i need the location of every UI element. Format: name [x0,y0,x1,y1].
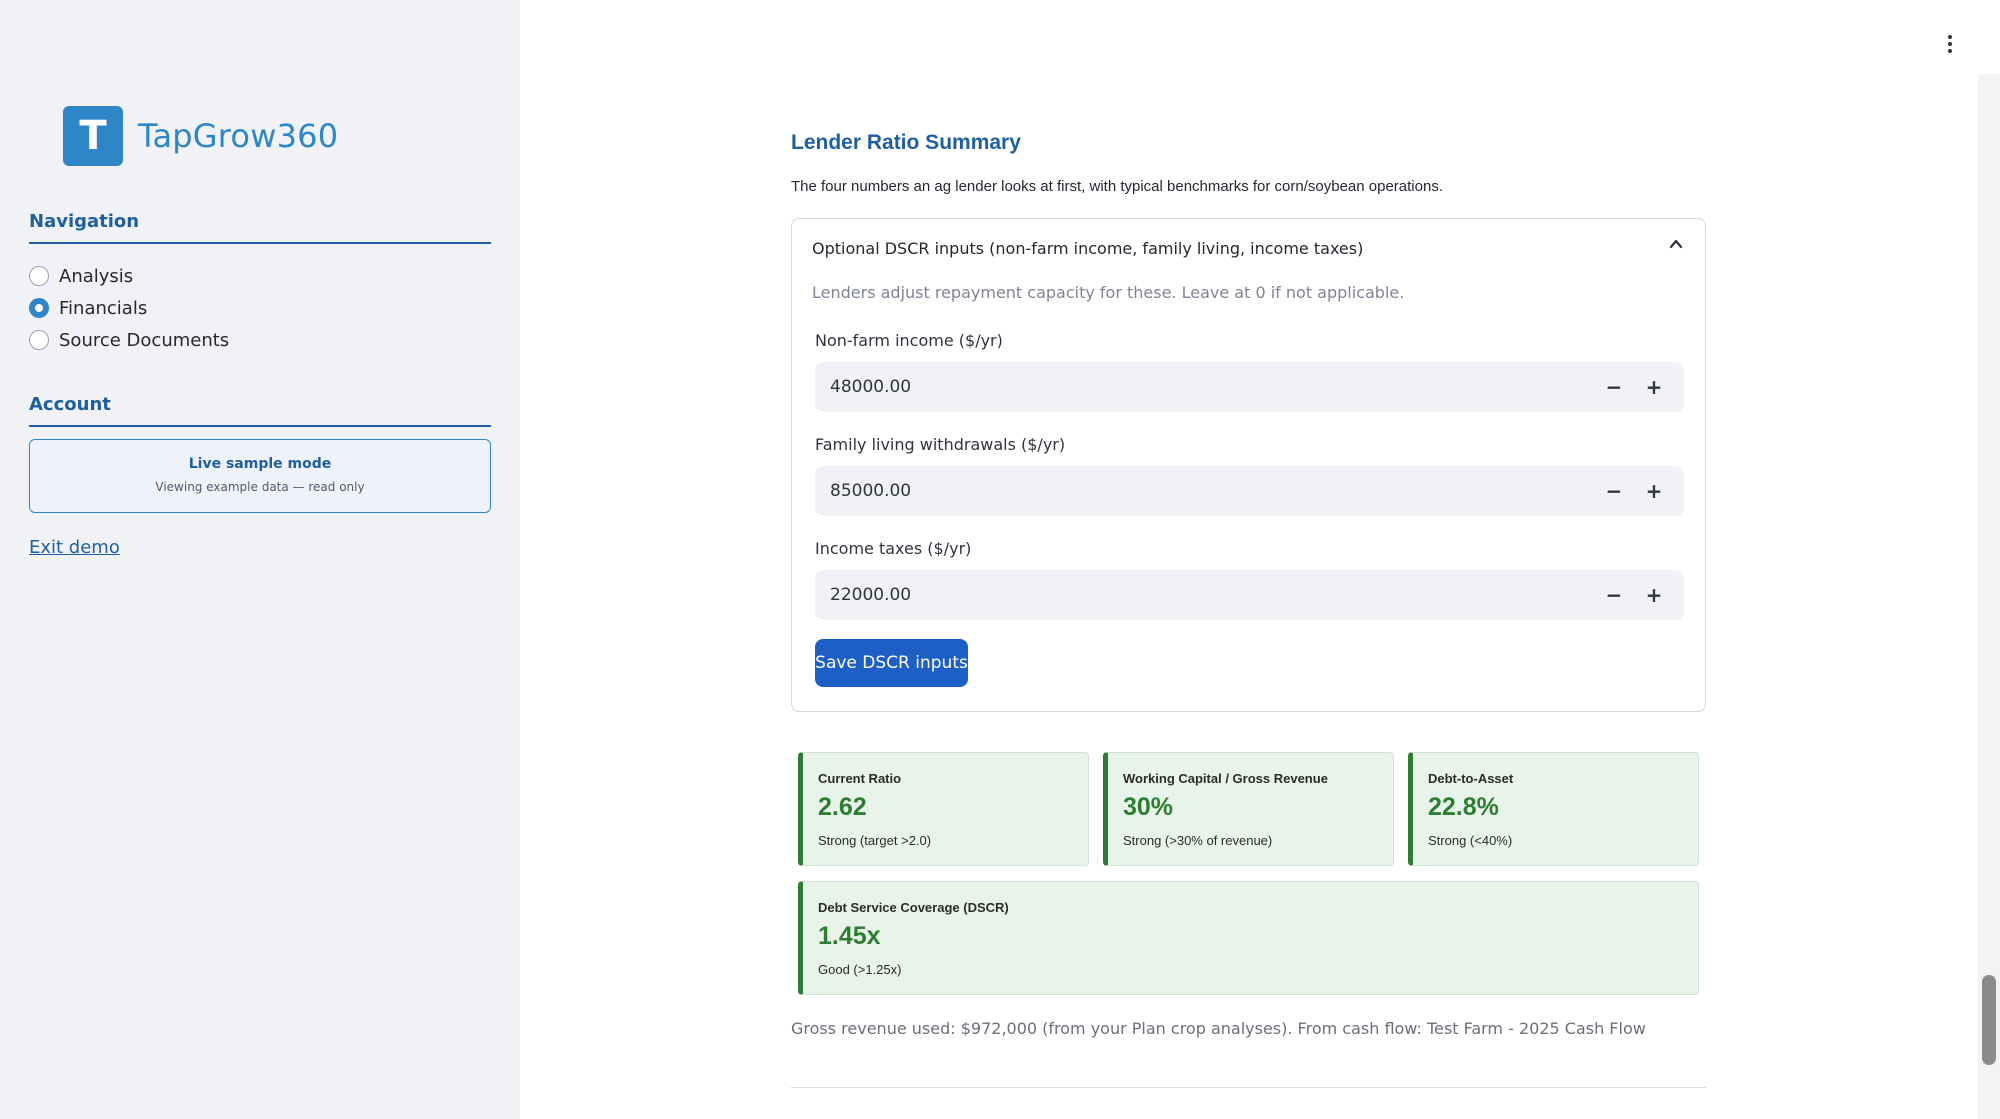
demo-mode-subtitle: Viewing example data — read only [155,480,365,494]
plus-icon[interactable]: + [1645,375,1663,399]
card-title: Current Ratio [818,771,902,786]
nav-item-label: Source Documents [59,329,230,351]
plus-icon[interactable]: + [1645,479,1663,503]
card-value: 1.45x [818,922,881,950]
demo-mode-title: Live sample mode [188,456,332,472]
nav-item-financials[interactable]: Financials [29,292,229,324]
income-taxes-input: − + [815,570,1684,620]
section-description: The four numbers an ag lender looks at f… [791,178,1443,195]
family-living-input: − + [815,466,1684,516]
nav-item-label: Financials [59,297,148,319]
card-title: Debt-to-Asset [1428,771,1514,786]
card-note: Strong (>30% of revenue) [1123,833,1273,848]
ratio-card-debt-to-asset: Debt-to-Asset 22.8% Strong (<40%) [1408,752,1699,866]
demo-mode-notice: Live sample mode Viewing example data — … [29,439,491,513]
non-farm-income-input: − + [815,362,1684,412]
card-value: 2.62 [818,793,867,821]
kebab-menu-icon[interactable] [1942,32,1958,56]
account-heading: Account [29,394,491,427]
card-value: 22.8% [1428,793,1499,821]
card-value: 30% [1123,793,1174,821]
income-taxes-label: Income taxes ($/yr) [815,539,972,558]
brand: T TapGrow360 [63,106,338,166]
non-farm-income-label: Non-farm income ($/yr) [815,331,1003,350]
expander-header[interactable]: Optional DSCR inputs (non-farm income, f… [812,239,1364,258]
sidebar: T TapGrow360 Navigation Analysis Financi… [0,0,520,1119]
section-divider [791,1087,1706,1088]
non-farm-income-field[interactable] [830,362,1530,412]
card-note: Strong (<40%) [1428,833,1513,848]
scrollbar-track[interactable] [1978,74,2000,1119]
ratio-card-working-capital: Working Capital / Gross Revenue 30% Stro… [1103,752,1394,866]
family-living-label: Family living withdrawals ($/yr) [815,435,1066,454]
scrollbar-thumb[interactable] [1982,975,1996,1065]
minus-icon[interactable]: − [1605,375,1623,399]
navigation-heading: Navigation [29,211,491,244]
minus-icon[interactable]: − [1605,583,1623,607]
card-note: Good (>1.25x) [818,962,902,977]
family-living-field[interactable] [830,466,1530,516]
save-dscr-inputs-button[interactable]: Save DSCR inputs [815,639,968,687]
card-note: Strong (target >2.0) [818,833,932,848]
card-title: Working Capital / Gross Revenue [1123,771,1328,786]
income-taxes-field[interactable] [830,570,1530,620]
exit-demo-link[interactable]: Exit demo [29,537,120,558]
dscr-inputs-expander: Optional DSCR inputs (non-farm income, f… [791,218,1706,712]
section-title: Lender Ratio Summary [791,131,1021,154]
navigation-radio-group: Analysis Financials Source Documents [29,260,229,356]
radio-button-selected[interactable] [29,298,49,318]
ratio-card-current-ratio: Current Ratio 2.62 Strong (target >2.0) [798,752,1089,866]
expander-caption: Lenders adjust repayment capacity for th… [812,283,1405,302]
chevron-up-icon[interactable] [1669,237,1683,251]
ratio-card-dscr: Debt Service Coverage (DSCR) 1.45x Good … [798,881,1699,995]
card-title: Debt Service Coverage (DSCR) [818,900,1009,915]
nav-item-analysis[interactable]: Analysis [29,260,229,292]
plus-icon[interactable]: + [1645,583,1663,607]
app-logo: T [63,106,123,166]
radio-button[interactable] [29,330,49,350]
nav-item-source-documents[interactable]: Source Documents [29,324,229,356]
nav-item-label: Analysis [59,265,134,287]
radio-button[interactable] [29,266,49,286]
app-name: TapGrow360 [138,117,339,155]
minus-icon[interactable]: − [1605,479,1623,503]
gross-revenue-footnote: Gross revenue used: $972,000 (from your … [791,1019,1646,1038]
